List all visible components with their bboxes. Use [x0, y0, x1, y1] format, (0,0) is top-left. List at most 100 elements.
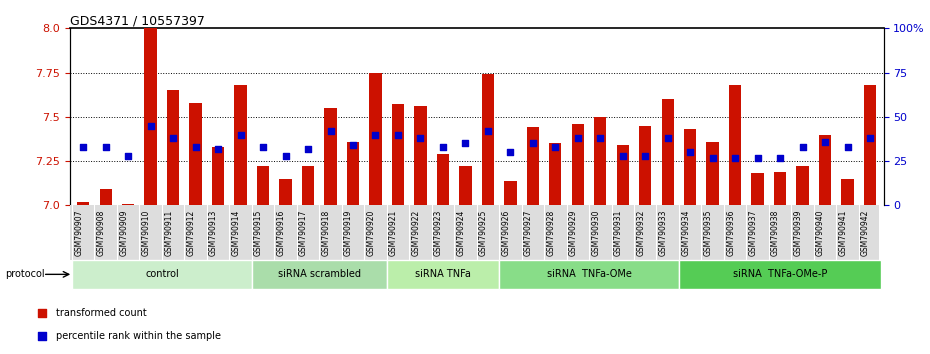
Text: GSM790929: GSM790929: [569, 210, 578, 256]
Point: [143, 123, 158, 129]
Text: percentile rank within the sample: percentile rank within the sample: [56, 331, 220, 341]
Text: GSM790934: GSM790934: [681, 210, 690, 256]
Bar: [661, 99, 674, 205]
Point: [840, 144, 855, 150]
Point: [481, 128, 496, 134]
Text: GSM790940: GSM790940: [816, 210, 825, 256]
Bar: [392, 104, 405, 205]
Bar: [437, 154, 449, 205]
Bar: [526, 127, 539, 205]
Bar: [347, 142, 359, 205]
Text: GSM790935: GSM790935: [704, 210, 712, 256]
Text: protocol: protocol: [5, 269, 45, 279]
Bar: [72, 260, 252, 289]
Bar: [819, 135, 831, 205]
Bar: [504, 181, 516, 205]
Text: GSM790919: GSM790919: [344, 210, 353, 256]
Bar: [190, 103, 202, 205]
Bar: [212, 147, 224, 205]
Bar: [279, 179, 292, 205]
Text: GSM790936: GSM790936: [726, 210, 735, 256]
Text: GSM790932: GSM790932: [636, 210, 645, 256]
Text: GSM790931: GSM790931: [614, 210, 623, 256]
Bar: [122, 204, 134, 205]
Bar: [572, 124, 584, 205]
Point: [683, 149, 698, 155]
Bar: [325, 108, 337, 205]
Bar: [594, 117, 606, 205]
Bar: [167, 90, 179, 205]
Text: GSM790942: GSM790942: [861, 210, 870, 256]
Text: GSM790908: GSM790908: [97, 210, 106, 256]
Point: [233, 132, 248, 137]
Text: GSM790921: GSM790921: [389, 210, 398, 256]
Text: GSM790915: GSM790915: [254, 210, 263, 256]
Text: GSM790911: GSM790911: [165, 210, 173, 256]
Point: [413, 135, 428, 141]
Point: [188, 144, 203, 150]
Point: [705, 155, 720, 160]
Text: GSM790920: GSM790920: [366, 210, 376, 256]
Bar: [234, 85, 246, 205]
Point: [862, 135, 877, 141]
Text: GSM790930: GSM790930: [591, 210, 600, 256]
Bar: [100, 189, 112, 205]
Point: [817, 139, 832, 144]
Bar: [617, 145, 629, 205]
Text: siRNA TNFa: siRNA TNFa: [415, 269, 471, 279]
Point: [795, 144, 810, 150]
Bar: [499, 260, 679, 289]
Bar: [842, 179, 854, 205]
Bar: [257, 166, 270, 205]
Text: GSM790927: GSM790927: [524, 210, 533, 256]
Point: [346, 142, 361, 148]
Bar: [77, 202, 89, 205]
Text: GSM790910: GSM790910: [141, 210, 151, 256]
Point: [592, 135, 607, 141]
Text: GSM790926: GSM790926: [501, 210, 511, 256]
Point: [323, 128, 338, 134]
Point: [727, 155, 742, 160]
Point: [76, 144, 91, 150]
Bar: [369, 73, 381, 205]
Text: GSM790916: GSM790916: [276, 210, 286, 256]
Point: [751, 155, 765, 160]
Point: [503, 149, 518, 155]
Bar: [459, 166, 472, 205]
Text: GSM790923: GSM790923: [434, 210, 443, 256]
Bar: [684, 129, 697, 205]
Text: GSM790933: GSM790933: [658, 210, 668, 256]
Point: [616, 153, 631, 159]
Text: GSM790918: GSM790918: [322, 210, 330, 256]
Bar: [774, 172, 786, 205]
Text: GSM790907: GSM790907: [74, 210, 84, 256]
Point: [435, 144, 450, 150]
Bar: [302, 166, 314, 205]
Bar: [414, 106, 427, 205]
Bar: [679, 260, 882, 289]
Text: GSM790939: GSM790939: [793, 210, 803, 256]
Bar: [549, 143, 562, 205]
Point: [391, 132, 405, 137]
Point: [99, 144, 113, 150]
Bar: [144, 28, 157, 205]
Text: control: control: [145, 269, 179, 279]
Point: [166, 135, 180, 141]
Text: siRNA  TNFa-OMe-P: siRNA TNFa-OMe-P: [733, 269, 828, 279]
Point: [458, 141, 472, 146]
Bar: [482, 74, 494, 205]
Point: [525, 141, 540, 146]
Point: [570, 135, 585, 141]
Point: [368, 132, 383, 137]
Bar: [639, 126, 651, 205]
Text: GSM790924: GSM790924: [457, 210, 465, 256]
Bar: [751, 173, 764, 205]
Text: GSM790909: GSM790909: [119, 210, 128, 256]
Text: GSM790913: GSM790913: [209, 210, 219, 256]
Text: GSM790928: GSM790928: [546, 210, 555, 256]
Text: GSM790925: GSM790925: [479, 210, 488, 256]
Point: [638, 153, 653, 159]
Text: GSM790937: GSM790937: [749, 210, 758, 256]
Text: siRNA  TNFa-OMe: siRNA TNFa-OMe: [547, 269, 631, 279]
Point: [660, 135, 675, 141]
